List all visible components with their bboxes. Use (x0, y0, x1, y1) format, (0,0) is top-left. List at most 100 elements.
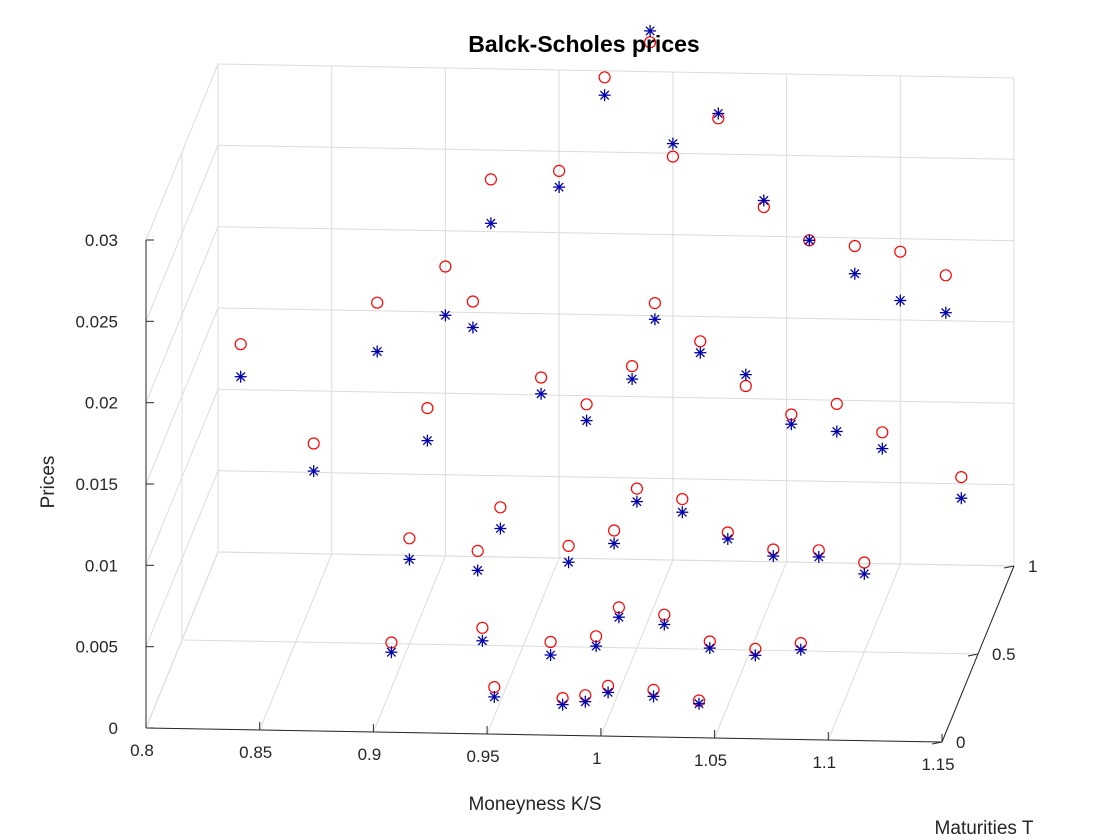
left-wall-grid-line (145, 226, 219, 403)
data-point-asterisk (648, 313, 661, 326)
x-tick-label: 0.95 (467, 747, 500, 766)
data-point-circle (630, 482, 644, 495)
data-point-circle (666, 150, 680, 163)
data-point-asterisk (403, 553, 416, 566)
data-point-asterisk (794, 643, 807, 656)
data-point-circle (471, 544, 484, 558)
data-point-asterisk (803, 234, 816, 247)
data-point-asterisk (484, 217, 497, 230)
chart-title: Balck-Scholes prices (468, 31, 699, 57)
data-point-circle (648, 297, 662, 310)
labels-layer: Balck-Scholes prices Moneyness K/S Matur… (38, 31, 1034, 839)
data-point-asterisk (676, 506, 689, 519)
z-axis-label: Prices (38, 456, 59, 509)
data-point-circle (848, 239, 861, 253)
z-tick-label: 0.02 (85, 394, 118, 413)
data-point-asterisk (476, 634, 489, 647)
data-point-circle (830, 397, 843, 410)
data-point-asterisk (666, 137, 679, 150)
data-point-circle (858, 556, 871, 569)
data-point-asterisk (712, 107, 725, 120)
data-point-asterisk (544, 649, 557, 661)
data-point-asterisk (830, 425, 843, 438)
data-point-asterisk (466, 321, 479, 334)
z-tick-label: 0 (109, 719, 118, 738)
x-axis-line (145, 727, 943, 743)
x-tick-label: 0.85 (239, 743, 272, 762)
data-point-asterisk (658, 618, 671, 631)
left-wall-grid-line (145, 63, 219, 241)
data-point-asterisk (876, 442, 889, 455)
data-point-circle (876, 426, 889, 439)
grid-layer (145, 63, 1015, 743)
data-point-asterisk (488, 690, 501, 703)
data-point-asterisk (602, 686, 615, 699)
data-point-circle (739, 379, 752, 393)
data-point-circle (466, 295, 479, 308)
data-point-circle (562, 539, 575, 553)
back-wall-grid-line (217, 226, 1015, 242)
data-point-asterisk (749, 649, 762, 662)
z-tick-label: 0.03 (85, 231, 118, 250)
data-point-circle (894, 245, 907, 258)
data-point-circle (307, 437, 320, 450)
data-point-asterisk (553, 181, 566, 194)
data-point-asterisk (562, 556, 575, 569)
data-point-circle (484, 173, 497, 186)
data-point-circle (939, 269, 952, 282)
data-point-circle (403, 532, 416, 545)
x-tick-label: 1.15 (921, 755, 954, 774)
data-point-asterisk (385, 646, 398, 659)
data-point-asterisk (894, 294, 907, 307)
data-point-circle (598, 71, 611, 84)
z-tick-label: 0.005 (75, 638, 118, 657)
data-point-asterisk (371, 345, 384, 358)
data-point-circle (371, 296, 384, 309)
data-point-circle (625, 360, 639, 373)
data-point-asterisk (535, 387, 548, 400)
y-tick-label: 0 (956, 733, 965, 752)
left-wall-grid-line (145, 145, 219, 322)
y-axis-label: Maturities T (935, 818, 1034, 839)
x-tick-label: 1.05 (694, 751, 727, 770)
data-point-asterisk (757, 194, 770, 207)
data-point-circle (580, 398, 593, 411)
data-point-asterisk (556, 698, 569, 711)
data-point-circle (955, 471, 968, 484)
z-tick-label: 0.025 (75, 312, 118, 331)
back-wall-grid-line (217, 307, 1015, 323)
left-wall-grid-line (145, 551, 219, 729)
x-tick-label: 0.9 (358, 745, 382, 764)
left-wall-grid-line (145, 307, 219, 485)
data-point-asterisk (598, 89, 611, 102)
data-point-asterisk (767, 550, 780, 563)
data-point-asterisk (608, 537, 621, 550)
data-point-circle (234, 338, 247, 351)
data-point-asterisk (644, 24, 657, 37)
data-point-asterisk (703, 642, 716, 655)
data-point-asterisk (612, 611, 625, 624)
data-point-circle (552, 164, 566, 177)
y-tick-mark (1003, 565, 1015, 569)
points-layer (234, 24, 968, 711)
data-point-asterisk (579, 695, 592, 708)
data-point-circle (476, 621, 489, 634)
data-point-asterisk (647, 690, 660, 703)
data-point-asterisk (848, 267, 861, 280)
back-wall-grid-line (217, 144, 1015, 160)
data-point-asterisk (494, 522, 507, 535)
data-point-asterisk (721, 533, 734, 545)
data-point-asterisk (955, 492, 968, 505)
data-point-asterisk (812, 550, 825, 563)
data-point-asterisk (739, 368, 752, 381)
data-point-asterisk (785, 418, 798, 431)
back-wall-grid-line (217, 63, 1015, 79)
z-tick-label: 0.01 (85, 556, 118, 575)
y-tick-label: 0.5 (992, 645, 1016, 664)
data-point-asterisk (439, 309, 452, 322)
data-point-asterisk (694, 346, 707, 359)
back-wall-grid-line (217, 551, 1015, 567)
x-tick-label: 1 (592, 749, 601, 768)
data-point-asterisk (693, 697, 705, 710)
